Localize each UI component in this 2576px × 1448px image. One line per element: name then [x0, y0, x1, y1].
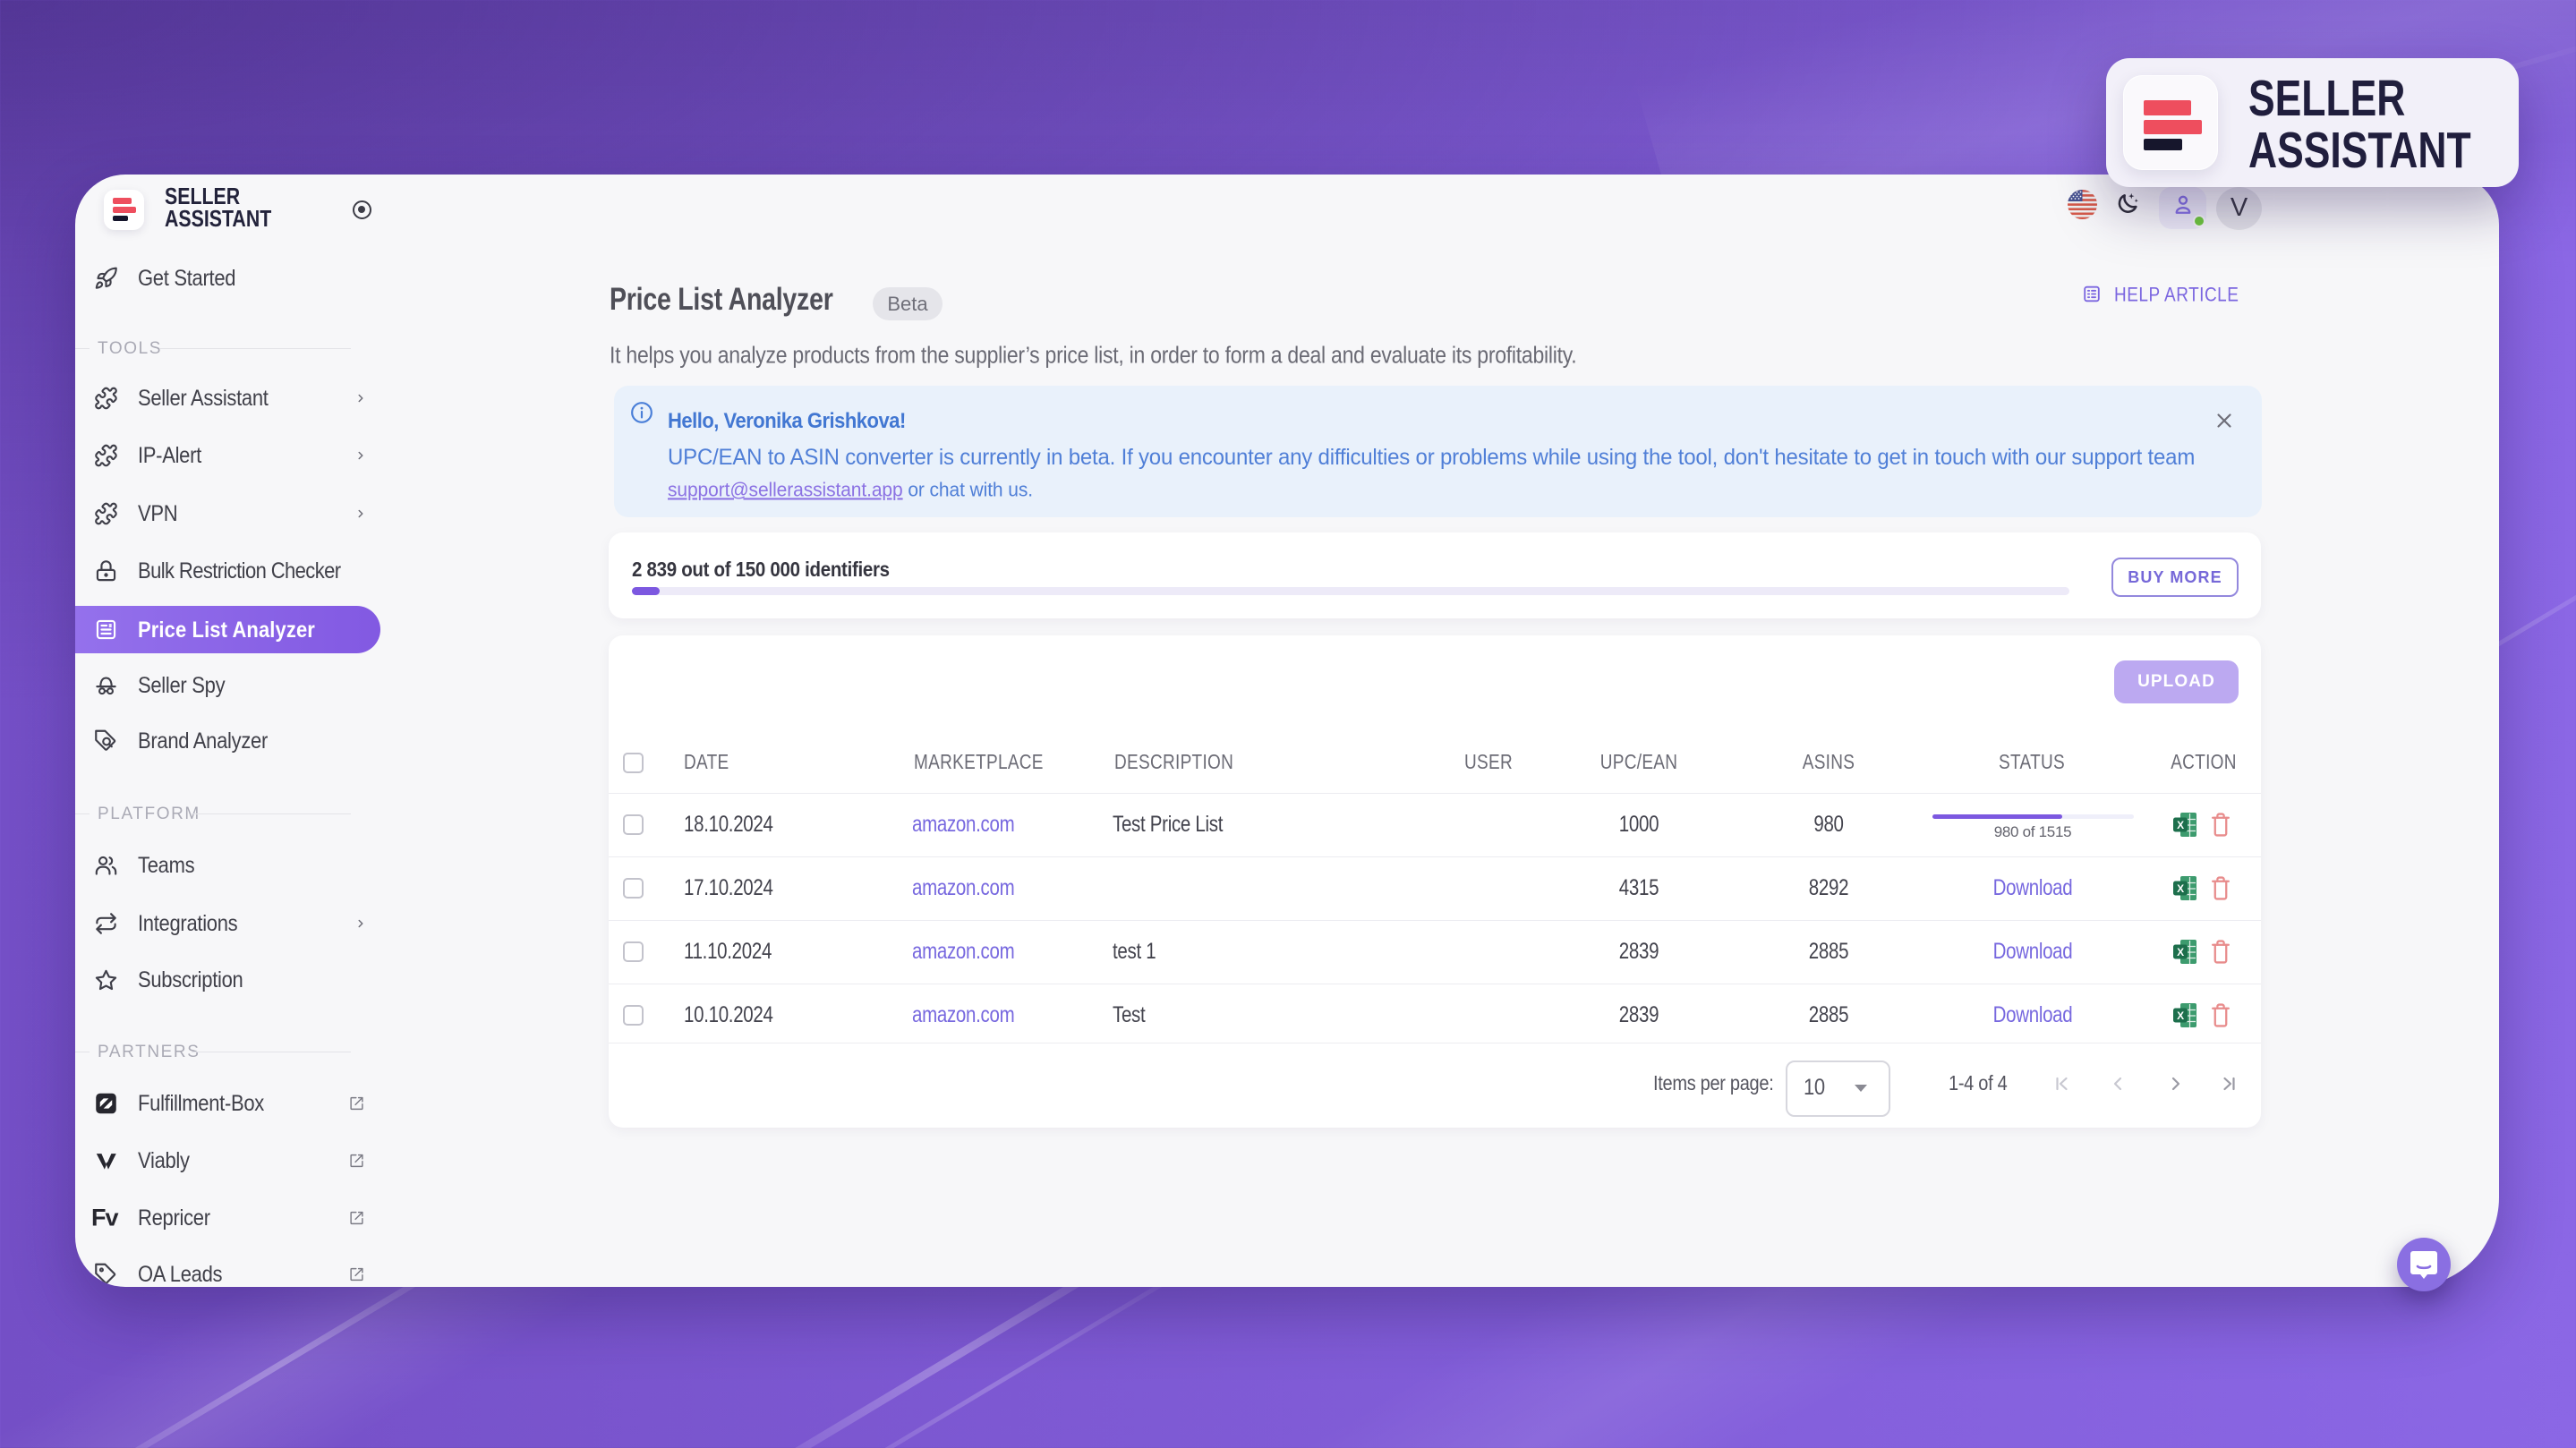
svg-text:X: X — [2177, 1009, 2184, 1022]
svg-text:X: X — [2177, 946, 2184, 958]
svg-text:X: X — [2177, 819, 2184, 831]
svg-text:X: X — [2177, 882, 2184, 895]
